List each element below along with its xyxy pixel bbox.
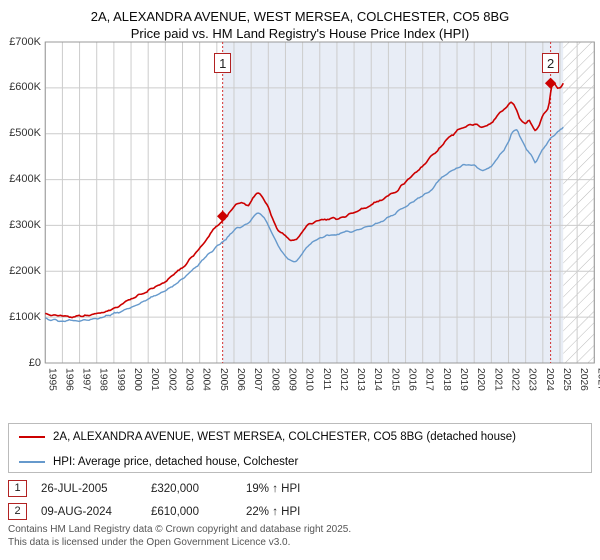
svg-text:2018: 2018 (441, 368, 452, 391)
svg-text:2009: 2009 (286, 368, 297, 391)
svg-text:2017: 2017 (424, 368, 435, 391)
svg-text:1995: 1995 (46, 368, 57, 391)
svg-text:2021: 2021 (492, 368, 503, 391)
svg-text:2012: 2012 (338, 368, 349, 391)
svg-text:1998: 1998 (98, 368, 109, 391)
svg-text:1996: 1996 (63, 368, 74, 391)
svg-text:2023: 2023 (527, 368, 538, 391)
svg-text:2020: 2020 (475, 368, 486, 391)
svg-text:2004: 2004 (201, 368, 212, 391)
svg-text:2013: 2013 (355, 368, 366, 391)
svg-text:1999: 1999 (115, 368, 126, 391)
svg-text:2010: 2010 (304, 368, 315, 391)
svg-text:2007: 2007 (252, 368, 263, 391)
svg-text:2005: 2005 (218, 368, 229, 391)
svg-text:2019: 2019 (458, 368, 469, 391)
svg-text:2002: 2002 (166, 368, 177, 391)
svg-text:2016: 2016 (407, 368, 418, 391)
svg-text:2000: 2000 (132, 368, 143, 391)
svg-text:2027: 2027 (595, 368, 600, 391)
svg-text:1997: 1997 (81, 368, 92, 391)
svg-text:2008: 2008 (269, 368, 280, 391)
svg-text:2026: 2026 (578, 368, 589, 391)
svg-text:2006: 2006 (235, 368, 246, 391)
svg-text:2022: 2022 (510, 368, 521, 391)
svg-text:2015: 2015 (389, 368, 400, 391)
svg-text:2001: 2001 (149, 368, 160, 391)
svg-text:2011: 2011 (321, 368, 332, 390)
svg-text:2025: 2025 (561, 368, 572, 391)
svg-text:2003: 2003 (184, 368, 195, 391)
svg-text:2024: 2024 (544, 368, 555, 391)
svg-text:2014: 2014 (372, 368, 383, 391)
